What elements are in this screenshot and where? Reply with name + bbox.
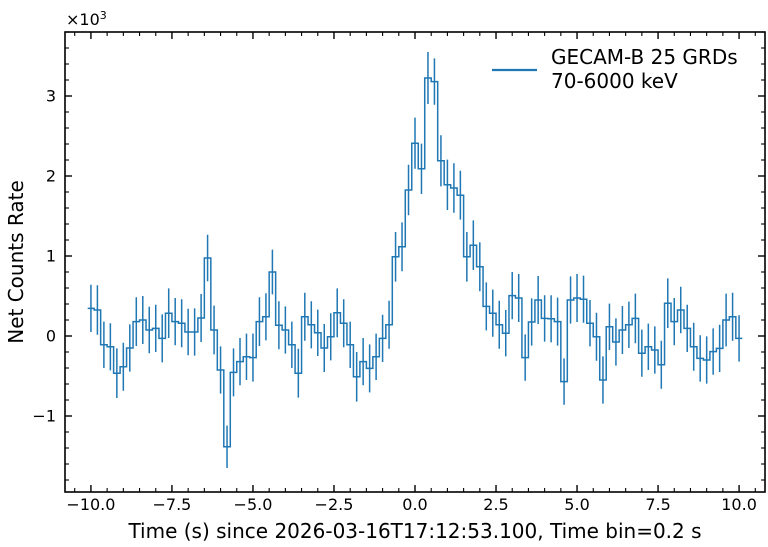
offset-base: ×10	[66, 10, 100, 29]
x-tick-label: 10.0	[721, 495, 757, 514]
x-tick-label: 7.5	[645, 495, 670, 514]
x-tick-label: 0.0	[402, 495, 427, 514]
y-axis: −1 0 1 2 3	[32, 31, 765, 481]
x-tick-label: −7.5	[153, 495, 192, 514]
offset-exponent: 3	[100, 9, 107, 22]
y-tick-label: 0	[46, 327, 56, 346]
x-tick-label: −2.5	[315, 495, 354, 514]
legend-label-line1: GECAM-B 25 GRDs	[551, 45, 738, 69]
y-tick-label: 2	[46, 167, 56, 186]
y-tick-label: 1	[46, 247, 56, 266]
y-axis-offset-text: ×103	[66, 9, 107, 29]
x-tick-label: 2.5	[483, 495, 508, 514]
x-tick-label: −10.0	[66, 495, 115, 514]
x-tick-label: −5.0	[234, 495, 273, 514]
step-lightcurve-line	[87, 77, 743, 448]
y-tick-label: 3	[46, 87, 56, 106]
x-axis: −10.0 −7.5 −5.0 −2.5 0.0 2.5 5.0 7.5 10.0	[66, 32, 757, 514]
y-tick-label: −1	[32, 407, 56, 426]
legend-label-line2: 70-6000 keV	[551, 69, 678, 93]
x-axis-label: Time (s) since 2026-03-16T17:12:53.100, …	[127, 519, 701, 543]
data-series	[87, 52, 743, 468]
y-axis-label: Net Counts Rate	[4, 180, 28, 344]
x-tick-label: 5.0	[564, 495, 589, 514]
